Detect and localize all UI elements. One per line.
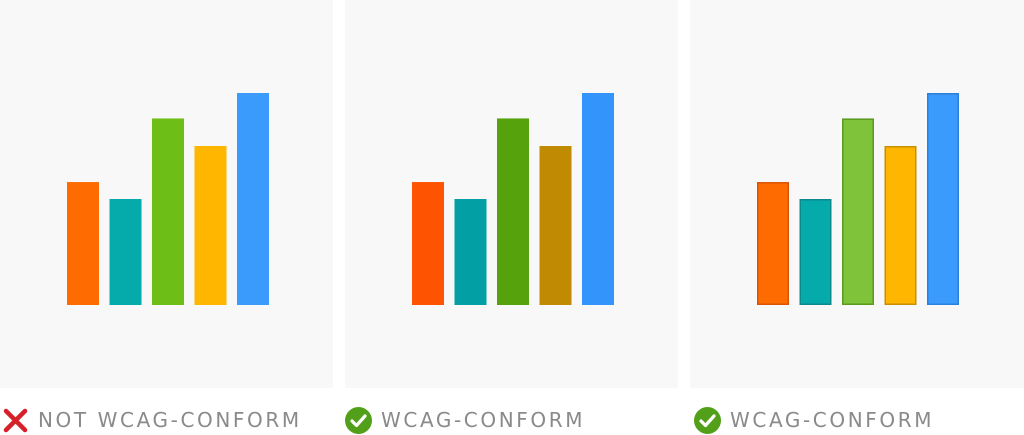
bar-3 [842, 118, 874, 305]
caption-label: WCAG-CONFORM [730, 408, 935, 432]
caption-label: WCAG-CONFORM [381, 408, 586, 432]
x-icon [3, 408, 28, 432]
bar-2 [109, 199, 142, 305]
bar-chart [412, 93, 614, 305]
chart-panel-2 [345, 0, 678, 388]
checkmark-icon [694, 406, 721, 434]
bar-3 [497, 118, 529, 305]
bar-chart [67, 93, 269, 305]
caption-1: NOT WCAG-CONFORM [2, 405, 302, 435]
bar-2 [454, 199, 487, 305]
caption-label: NOT WCAG-CONFORM [38, 408, 302, 432]
bar-1 [757, 182, 789, 305]
bar-5 [582, 93, 614, 305]
bar-4 [539, 146, 572, 305]
bar-3 [152, 118, 184, 305]
bar-1 [412, 182, 444, 305]
bar-5 [237, 93, 269, 305]
bar-1 [67, 182, 99, 305]
bar-5 [927, 93, 959, 305]
bar-4 [194, 146, 227, 305]
caption-3: WCAG-CONFORM [694, 405, 934, 435]
chart-panel-3 [690, 0, 1024, 388]
bar-chart [757, 93, 959, 305]
caption-2: WCAG-CONFORM [345, 405, 585, 435]
checkmark-icon [345, 406, 372, 434]
chart-panel-1 [0, 0, 333, 388]
bar-2 [799, 199, 832, 305]
bar-4 [884, 146, 917, 305]
